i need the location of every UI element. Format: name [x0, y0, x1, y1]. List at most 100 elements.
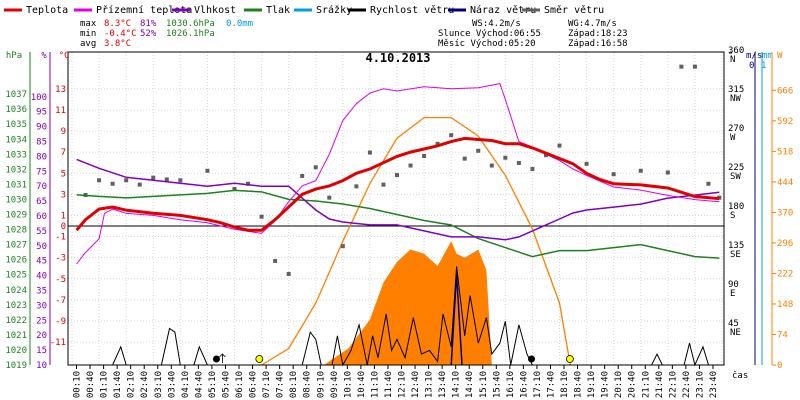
- x-tick-label: 02:10: [127, 371, 137, 398]
- rain-tick-label: 1: [761, 61, 766, 71]
- temperature-tick-label: -11: [50, 338, 66, 348]
- x-tick-label: 06:40: [249, 371, 259, 398]
- humidity-tick-label: 20: [36, 331, 47, 341]
- pressure-tick-label: 1031: [5, 180, 27, 190]
- wind-direction-point: [462, 156, 467, 161]
- wind-direction-point: [422, 154, 427, 159]
- pressure-axis-label: hPa: [6, 51, 22, 61]
- stat-row-label: max: [80, 19, 97, 29]
- pressure-tick-label: 1026: [5, 256, 27, 266]
- humidity-tick-label: 50: [36, 242, 47, 252]
- wind-direction-point: [367, 150, 372, 155]
- wind-direction-point: [151, 175, 156, 180]
- wind-direction-point: [692, 64, 697, 69]
- x-tick-label: 23:10: [695, 371, 705, 398]
- wind-direction-point: [124, 178, 129, 183]
- stat-humidity: 52%: [140, 29, 157, 39]
- wind-direction-point: [665, 170, 670, 175]
- humidity-tick-label: 45: [36, 257, 47, 267]
- pressure-tick-label: 1020: [5, 346, 27, 356]
- pressure-tick-label: 1019: [5, 361, 27, 371]
- solar-tick-label: 296: [777, 239, 793, 249]
- axes: hPa1037103610351034103310321031103010291…: [5, 46, 793, 398]
- x-tick-label: 07:40: [276, 371, 286, 398]
- direction-tick-label: 360: [728, 46, 744, 56]
- wind-direction-point: [435, 141, 440, 146]
- stat-row-label: min: [80, 29, 96, 39]
- direction-compass-label: N: [730, 55, 735, 65]
- wind-direction-point: [706, 181, 711, 186]
- x-tick-label: 03:10: [154, 371, 164, 398]
- pressure-tick-label: 1034: [5, 135, 27, 145]
- humidity-tick-label: 40: [36, 272, 47, 282]
- wind-gust-line: [450, 273, 463, 366]
- x-tick-label: 00:40: [86, 371, 96, 398]
- solar-tick-label: 0: [777, 361, 782, 371]
- wind-direction-point: [543, 153, 548, 158]
- pressure-tick-label: 1021: [5, 331, 27, 341]
- wind-direction-point: [327, 195, 332, 200]
- wind-axis-label: m/s: [746, 51, 762, 61]
- x-tick-label: 01:40: [113, 371, 123, 398]
- legend-label: Teplota: [26, 5, 68, 16]
- temperature-tick-label: 9: [61, 127, 66, 137]
- stat-pressure: 1026.1hPa: [166, 29, 215, 39]
- temperature-tick-label: -5: [55, 275, 66, 285]
- direction-compass-label: SW: [730, 172, 741, 182]
- wind-direction-series: [83, 64, 722, 276]
- x-tick-label: 08:40: [303, 371, 313, 398]
- x-tick-label: 11:40: [384, 371, 394, 398]
- solar-tick-label: 666: [777, 86, 793, 96]
- x-tick-label: 13:40: [438, 371, 448, 398]
- wind-direction-point: [395, 173, 399, 178]
- solar-max-curve: [261, 116, 571, 366]
- stat-wind-gust: WG:4.7m/s: [568, 19, 617, 29]
- direction-compass-label: NE: [730, 328, 741, 338]
- pressure-tick-label: 1033: [5, 150, 27, 160]
- wind-direction-point: [246, 181, 251, 186]
- temperature-tick-label: 5: [61, 169, 66, 179]
- stat-temperature: 3.8°C: [104, 39, 131, 49]
- x-tick-label: 04:10: [181, 371, 191, 398]
- temperature-line: [75, 136, 720, 232]
- direction-tick-label: 270: [728, 124, 744, 134]
- x-tick-label: 10:40: [357, 371, 367, 398]
- x-tick-label: 07:10: [262, 371, 272, 398]
- stat-row-label: avg: [80, 39, 96, 49]
- temperature-tick-label: -7: [55, 296, 66, 306]
- humidity-tick-label: 60: [36, 212, 47, 222]
- wind-direction-point: [205, 168, 210, 173]
- humidity-tick-label: 65: [36, 197, 47, 207]
- pressure-tick-label: 1022: [5, 316, 27, 326]
- wind-direction-point: [286, 271, 291, 276]
- moonrise-marker: [212, 355, 220, 363]
- humidity-axis-label: %: [41, 51, 47, 61]
- wind-direction-point: [300, 173, 305, 178]
- x-tick-label: 04:40: [194, 371, 204, 398]
- x-tick-label: 10:10: [343, 371, 353, 398]
- x-tick-label: 13:10: [425, 371, 435, 398]
- solar-radiation-series: [261, 116, 571, 366]
- stat-moonrise: Měsíc Východ:05:20: [438, 39, 536, 49]
- wind-direction-point: [137, 182, 142, 187]
- legend-label: Přízemní teplota: [96, 4, 192, 16]
- humidity-tick-label: 90: [36, 123, 47, 133]
- pressure-tick-label: 1025: [5, 271, 27, 281]
- pressure-tick-label: 1027: [5, 241, 27, 251]
- direction-tick-label: 90: [728, 280, 739, 290]
- x-tick-label: 22:40: [682, 371, 692, 398]
- x-tick-label: 01:10: [100, 371, 110, 398]
- x-tick-label: 19:40: [601, 371, 611, 398]
- legend: Teplota Přízemní teplota Vlhkost Tlak Srážky…: [4, 4, 604, 16]
- wind-direction-point: [232, 186, 237, 191]
- x-tick-label: 00:10: [73, 371, 83, 398]
- direction-compass-label: NW: [730, 94, 741, 104]
- pressure-tick-label: 1029: [5, 211, 27, 221]
- x-tick-label: 06:10: [235, 371, 245, 398]
- wind-tick-label: 0: [749, 61, 754, 71]
- x-tick-label: 18:10: [560, 371, 570, 398]
- temperature-tick-label: 7: [61, 148, 66, 158]
- humidity-tick-label: 85: [36, 138, 47, 148]
